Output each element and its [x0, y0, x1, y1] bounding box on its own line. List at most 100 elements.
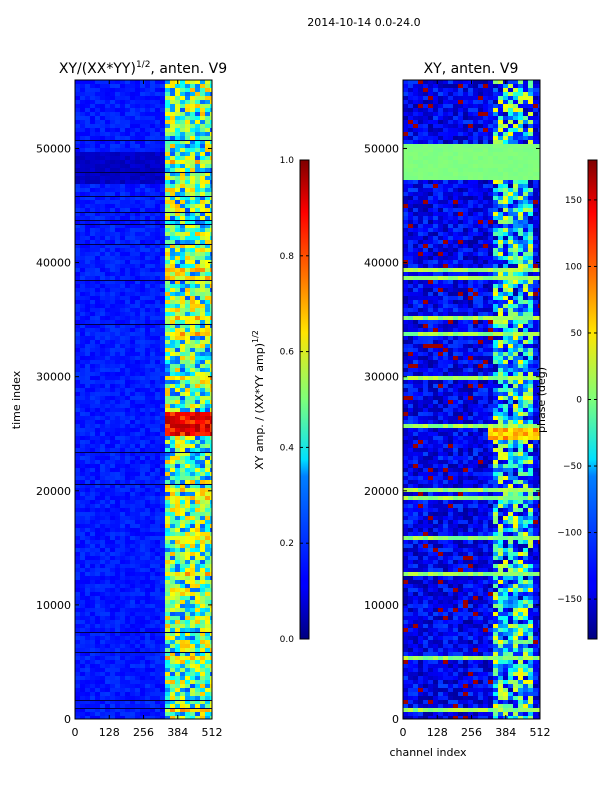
heatmap-cell	[185, 188, 191, 193]
heatmap-cell	[175, 236, 181, 241]
heatmap-cell	[125, 572, 131, 577]
heatmap-cell	[125, 532, 131, 537]
heatmap-cell	[80, 92, 86, 97]
heatmap-cell	[190, 576, 196, 581]
heatmap-cell	[195, 664, 201, 669]
heatmap-cell	[180, 696, 186, 701]
heatmap-cell	[100, 700, 106, 705]
heatmap-cell	[533, 124, 539, 129]
heatmap-cell	[105, 272, 111, 277]
heatmap-cell	[458, 124, 464, 129]
heatmap-cell	[130, 396, 136, 401]
heatmap-cell	[205, 380, 211, 385]
heatmap-cell	[175, 664, 181, 669]
heatmap-cell	[165, 220, 171, 225]
heatmap-cell	[443, 116, 449, 121]
heatmap-cell	[80, 372, 86, 377]
heatmap-cell	[130, 108, 136, 113]
heatmap-cell	[150, 536, 156, 541]
heatmap-cell	[195, 260, 201, 265]
heatmap-cell	[180, 376, 186, 381]
heatmap-cell	[200, 644, 206, 649]
heatmap-cell	[185, 600, 191, 605]
heatmap-cell	[105, 156, 111, 161]
heatmap-cell	[190, 104, 196, 109]
heatmap-cell	[200, 488, 206, 493]
heatmap-cell	[205, 512, 211, 517]
heatmap-cell	[130, 196, 136, 201]
heatmap-cell	[135, 444, 141, 449]
heatmap-cell	[105, 500, 111, 505]
heatmap-cell	[75, 332, 81, 337]
heatmap-cell	[180, 564, 186, 569]
heatmap-cell	[155, 100, 161, 105]
heatmap-cell	[180, 348, 186, 353]
heatmap-cell	[95, 636, 101, 641]
heatmap-cell	[95, 568, 101, 573]
heatmap-cell	[180, 92, 186, 97]
heatmap-cell	[100, 604, 106, 609]
heatmap-cell	[120, 604, 126, 609]
heatmap-cell	[135, 364, 141, 369]
heatmap-cell	[80, 276, 86, 281]
heatmap-cell	[150, 124, 156, 129]
heatmap-cell	[130, 240, 136, 245]
heatmap-cell	[180, 512, 186, 517]
heatmap-cell	[150, 376, 156, 381]
heatmap-cell	[180, 88, 186, 93]
heatmap-cell	[195, 480, 201, 485]
heatmap-cell	[105, 428, 111, 433]
heatmap-cell	[210, 444, 212, 449]
heatmap-cell	[180, 184, 186, 189]
heatmap-cell	[75, 88, 81, 93]
heatmap-cell	[200, 116, 206, 121]
heatmap-cell	[175, 92, 181, 97]
heatmap-cell	[110, 532, 116, 537]
heatmap-cell	[165, 224, 171, 229]
heatmap-cell	[200, 420, 206, 425]
heatmap-cell	[90, 116, 96, 121]
heatmap-cell	[145, 484, 151, 489]
heatmap-cell	[155, 440, 161, 445]
heatmap-cell	[150, 284, 156, 289]
heatmap-cell	[165, 232, 171, 237]
heatmap-cell	[110, 440, 116, 445]
heatmap-cell	[140, 148, 146, 153]
heatmap-cell	[210, 112, 212, 117]
heatmap-cell	[90, 104, 96, 109]
heatmap-cell	[140, 84, 146, 89]
heatmap-cell	[180, 280, 186, 285]
heatmap-cell	[145, 384, 151, 389]
heatmap-cell	[75, 420, 81, 425]
heatmap-cell	[80, 476, 86, 481]
heatmap-cell	[115, 592, 121, 597]
heatmap-cell	[85, 632, 91, 637]
heatmap-cell	[210, 556, 212, 561]
heatmap-cell	[205, 204, 211, 209]
heatmap-cell	[80, 620, 86, 625]
heatmap-cell	[130, 144, 136, 149]
heatmap-cell	[190, 436, 196, 441]
heatmap-cell	[185, 560, 191, 565]
heatmap-cell	[195, 596, 201, 601]
heatmap-cell	[165, 88, 171, 93]
heatmap-cell	[140, 220, 146, 225]
heatmap-cell	[120, 136, 126, 141]
heatmap-cell	[180, 216, 186, 221]
heatmap-cell	[185, 260, 191, 265]
heatmap-cell	[95, 404, 101, 409]
heatmap-cell	[75, 304, 81, 309]
heatmap-cell	[165, 296, 171, 301]
heatmap-cell	[105, 696, 111, 701]
heatmap-cell	[90, 128, 96, 133]
heatmap-cell	[165, 256, 171, 261]
heatmap-cell	[463, 88, 469, 93]
heatmap-cell	[448, 124, 454, 129]
heatmap-cell	[170, 220, 176, 225]
heatmap-cell	[200, 464, 206, 469]
heatmap-cell	[80, 344, 86, 349]
heatmap-cell	[200, 568, 206, 573]
heatmap-cell	[75, 700, 81, 705]
heatmap-cell	[135, 168, 141, 173]
heatmap-cell	[85, 240, 91, 245]
